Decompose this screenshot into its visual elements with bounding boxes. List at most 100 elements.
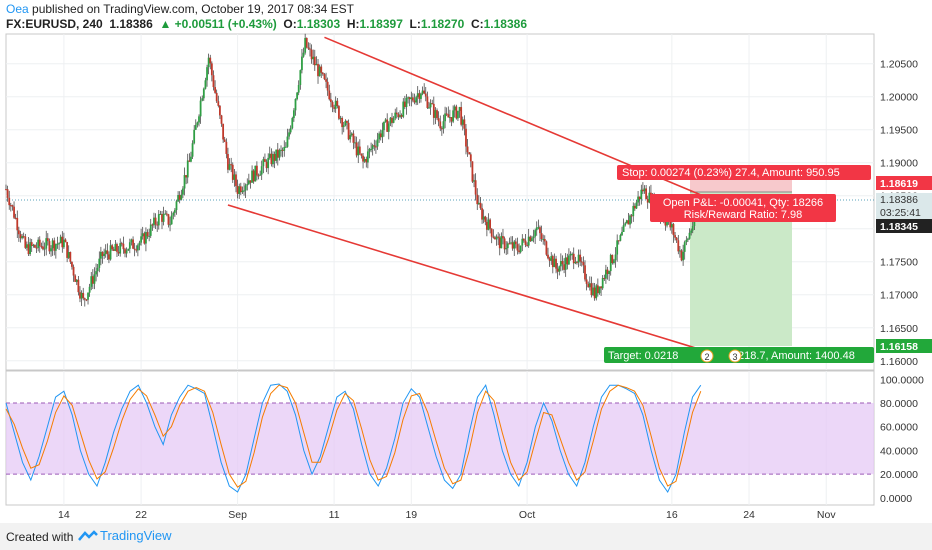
candle-body <box>24 236 27 248</box>
candle-body <box>225 141 228 154</box>
candle-body <box>479 202 482 209</box>
candle-body <box>53 240 56 251</box>
countdown-tag <box>876 206 932 219</box>
candle-body <box>568 255 570 265</box>
candle-body <box>17 230 20 235</box>
time-axis: 14 22 Sep 11 19 Oct 16 24 Nov <box>58 509 836 521</box>
candle-body <box>429 103 432 108</box>
candle-body <box>85 299 88 301</box>
candle-body <box>280 149 282 151</box>
stop-zone[interactable] <box>690 177 792 192</box>
candle-body <box>145 232 147 244</box>
pnl-box[interactable] <box>650 194 836 222</box>
candle-body <box>458 107 461 111</box>
candle-body <box>363 158 366 162</box>
candle-body <box>383 121 385 131</box>
candle-body <box>164 213 167 215</box>
entry-price-tag <box>876 219 932 233</box>
candle-body <box>106 250 109 255</box>
candle-body <box>289 128 292 133</box>
candle-body <box>75 279 78 282</box>
entry-price-text: 1.18345 <box>880 221 918 233</box>
candle-body <box>233 174 236 180</box>
candle-body <box>465 128 467 147</box>
candle-body <box>477 202 480 205</box>
candle-body <box>423 90 426 94</box>
time-tick-label: 22 <box>135 509 147 521</box>
candle-body <box>209 57 212 64</box>
candle-body <box>535 227 538 231</box>
candle-body <box>598 286 601 294</box>
candle-body <box>265 161 268 169</box>
channel-line <box>227 204 704 351</box>
candle-body <box>682 251 685 261</box>
stoch-tick-label: 60.0000 <box>880 422 918 434</box>
candle-body <box>603 277 606 279</box>
candle-body <box>310 49 313 60</box>
candle-body <box>559 261 562 267</box>
stoch-line <box>5 384 702 488</box>
candle-body <box>511 242 514 249</box>
candle-body <box>608 271 611 274</box>
candle-body <box>178 195 181 200</box>
candle-body <box>103 253 106 257</box>
stoch-tick-label: 40.0000 <box>880 445 918 457</box>
candle-body <box>114 244 117 251</box>
candle-body <box>91 276 94 284</box>
stop-label-box[interactable] <box>617 165 871 180</box>
chart-canvas[interactable]: 1.205001.200001.195001.190001.185001.180… <box>0 0 932 523</box>
candle-body <box>360 153 363 156</box>
candle-body <box>453 106 456 111</box>
rr-label: Risk/Reward Ratio: 7.98 <box>684 209 803 221</box>
candle-body <box>241 190 244 193</box>
candle-body <box>64 239 67 243</box>
candle-body <box>30 242 33 246</box>
candle-body <box>276 149 279 158</box>
candle-body <box>418 93 421 99</box>
tradingview-link[interactable]: TradingView <box>100 528 172 543</box>
candle-body <box>526 244 528 246</box>
candle-body <box>333 107 335 109</box>
event-badge-2[interactable] <box>700 349 714 363</box>
candle-body <box>551 256 554 268</box>
candle-body <box>592 287 594 296</box>
published-line: Oea published on TradingView.com, Octobe… <box>6 2 354 16</box>
candle-body <box>621 231 623 236</box>
candle-body <box>161 213 163 222</box>
time-tick-label: 16 <box>666 509 678 521</box>
candle-body <box>596 285 599 294</box>
candle-body <box>21 236 23 239</box>
candle-body <box>366 151 369 163</box>
candle-body <box>59 236 62 244</box>
candle-body <box>32 244 35 246</box>
candle-body <box>595 285 598 299</box>
candle-body <box>587 283 590 288</box>
event-badge-3[interactable] <box>728 349 742 363</box>
candle-body <box>522 238 525 241</box>
candle-body <box>537 227 540 229</box>
candle-body <box>19 234 22 239</box>
candle-body <box>34 244 36 248</box>
candle-body <box>135 249 138 251</box>
stop-price-tag <box>876 176 932 190</box>
candle-body <box>516 244 519 251</box>
candle-body <box>572 253 575 264</box>
candle-body <box>313 56 316 66</box>
candle-body <box>318 66 321 77</box>
stop-label: Stop: 0.00274 (0.23%) 27.4, Amount: 950.… <box>622 167 840 179</box>
candle-body <box>471 161 474 182</box>
candle-body <box>362 155 364 162</box>
candle-body <box>365 158 368 163</box>
candle-body <box>125 250 128 254</box>
candle-body <box>309 48 311 50</box>
candle-body <box>666 222 668 226</box>
candle-body <box>508 243 511 245</box>
candle-body <box>564 257 567 270</box>
candle-body <box>474 180 477 195</box>
candle-body <box>611 254 614 264</box>
last-price: 1.18386 <box>109 17 153 31</box>
author-link[interactable]: Oea <box>6 2 29 16</box>
candle-body <box>154 217 157 225</box>
candle-body <box>104 250 107 254</box>
candle-body <box>490 228 493 237</box>
